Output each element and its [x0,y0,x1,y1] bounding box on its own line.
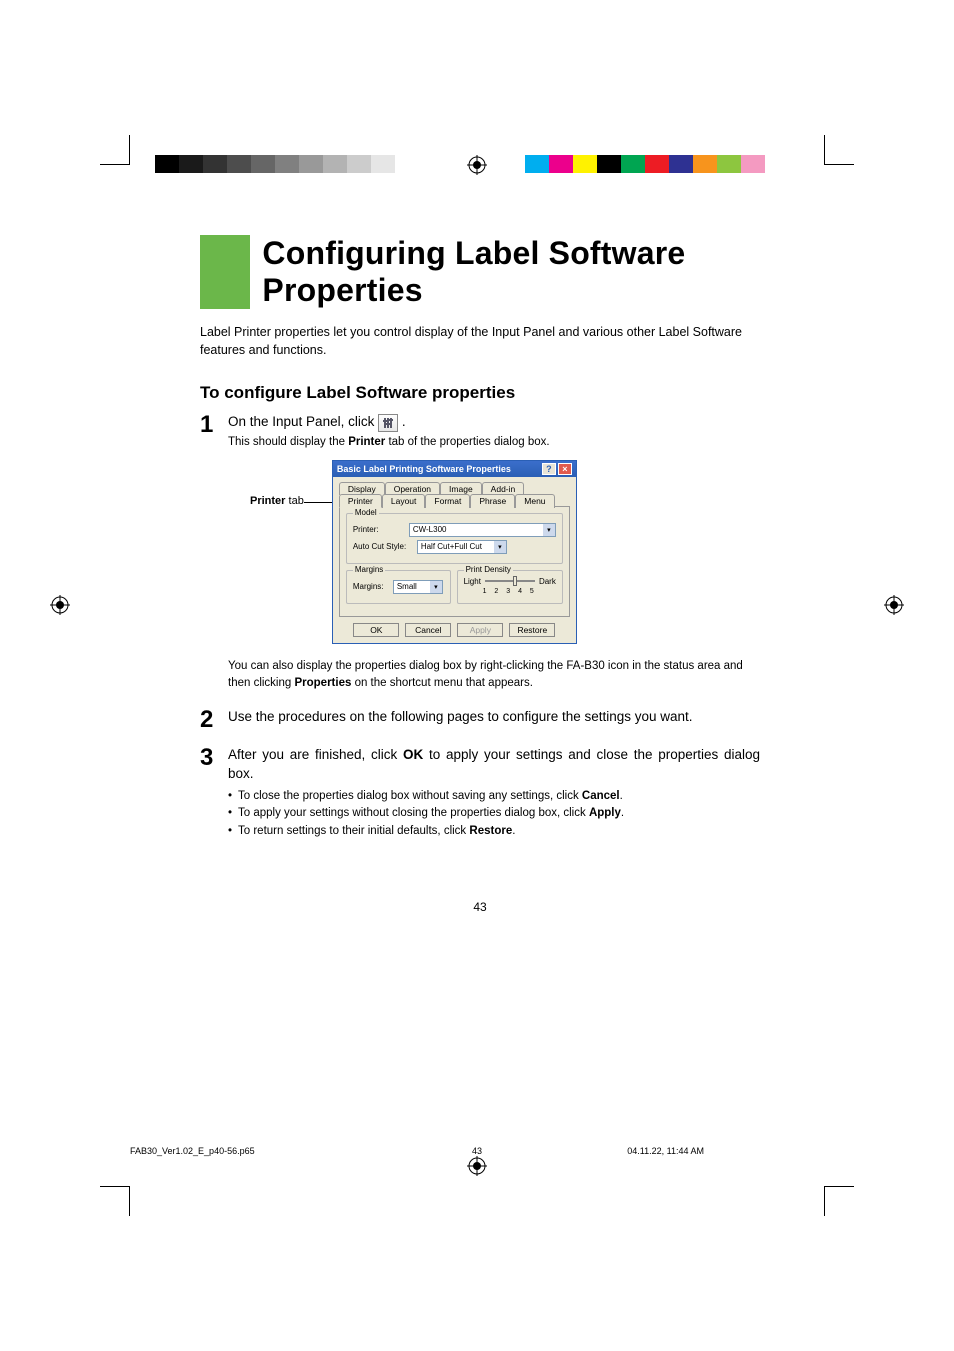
crop-mark [824,1186,854,1216]
apply-button[interactable]: Apply [457,623,503,637]
slider-ticks: 1 2 3 4 5 [464,588,556,595]
step-2: 2 Use the procedures on the following pa… [200,708,760,732]
settings-icon [378,414,398,432]
slider-label-light: Light [464,577,481,586]
select-autocut[interactable]: Half Cut+Full Cut ▾ [417,540,507,554]
callout-line [304,502,332,503]
intro-paragraph: Label Printer properties let you control… [200,323,760,359]
tab-display[interactable]: Display [339,482,385,495]
chevron-down-icon: ▾ [494,541,506,553]
step-text-part: On the Input Panel, click [228,414,378,429]
page-title: Configuring Label Software Properties [262,235,760,309]
text: tab [285,495,303,507]
step-text: Use the procedures on the following page… [228,708,693,732]
bullet-item: To apply your settings without closing t… [228,805,760,822]
step-number: 1 [200,413,228,450]
restore-button[interactable]: Restore [509,623,555,637]
crop-mark [100,135,130,165]
label-margins: Margins: [353,582,389,591]
tab-layout[interactable]: Layout [382,494,426,508]
group-model: Model Printer: CW-L300 ▾ Auto Cut Style: [346,513,563,564]
chevron-down-icon: ▾ [543,524,555,536]
dialog-callout: Printer tab Basic Label Printing Softwar… [250,460,760,644]
registration-mark [884,595,904,615]
tab-phrase[interactable]: Phrase [470,494,515,508]
text: This should display the [228,436,348,448]
tab-operation[interactable]: Operation [385,482,440,495]
step-text-part: . [402,414,406,429]
callout-label: Printer tab [250,495,304,507]
footer-filename: FAB30_Ver1.02_E_p40-56.p65 [130,1146,359,1156]
text: on the shortcut menu that appears. [351,677,533,689]
footer-timestamp: 04.11.22, 11:44 AM [595,1146,824,1156]
title-accent-bar [200,235,250,309]
step-3: 3 After you are finished, click OK to ap… [200,746,760,840]
bullet-item: To close the properties dialog box witho… [228,788,760,805]
group-density: Print Density Light Dark 1 2 3 4 5 [457,570,563,604]
section-heading: To configure Label Software properties [200,383,760,403]
text-bold: OK [403,747,423,762]
properties-dialog: Basic Label Printing Software Properties… [332,460,577,644]
tab-format[interactable]: Format [425,494,470,508]
crop-mark [824,135,854,165]
registration-mark [50,595,70,615]
step-number: 3 [200,746,228,840]
step-bullets: To close the properties dialog box witho… [228,788,760,840]
group-title: Margins [353,565,385,574]
tab-menu[interactable]: Menu [515,494,554,508]
tab-image[interactable]: Image [440,482,482,495]
ok-button[interactable]: OK [353,623,399,637]
registration-mark [467,1156,487,1176]
slider-label-dark: Dark [539,577,556,586]
select-value: Small [397,582,417,591]
print-footer: FAB30_Ver1.02_E_p40-56.p65 43 04.11.22, … [130,1146,824,1156]
group-margins: Margins Margins: Small ▾ [346,570,451,604]
tab-row-front: PrinterLayoutFormatPhraseMenu [339,493,570,507]
grayscale-calibration-bar [155,155,395,173]
label-printer: Printer: [353,525,405,534]
label-autocut: Auto Cut Style: [353,542,413,551]
note-paragraph: You can also display the properties dial… [228,658,760,693]
select-margins[interactable]: Small ▾ [393,580,443,594]
select-value: Half Cut+Full Cut [421,542,482,551]
density-slider[interactable] [485,580,535,582]
page-number: 43 [200,900,760,914]
text-bold: Properties [294,677,351,689]
text: After you are finished, click [228,747,403,762]
slider-thumb[interactable] [513,576,517,586]
footer-page: 43 [362,1146,591,1156]
step-text: After you are finished, click OK to appl… [228,746,760,784]
group-title: Model [353,508,379,517]
crop-mark [100,1186,130,1216]
step-subtext: This should display the Printer tab of t… [228,434,550,450]
tab-add-in[interactable]: Add-in [482,482,525,495]
select-printer[interactable]: CW-L300 ▾ [409,523,556,537]
tab-panel-printer: Model Printer: CW-L300 ▾ Auto Cut Style: [339,506,570,617]
color-calibration-bar [525,155,765,173]
help-button[interactable]: ? [542,463,556,475]
bullet-item: To return settings to their initial defa… [228,823,760,840]
text-bold: Printer [348,436,385,448]
dialog-title-text: Basic Label Printing Software Properties [337,464,511,474]
select-value: CW-L300 [413,525,447,534]
step-1: 1 On the Input Panel, click . This shoul… [200,413,760,450]
tab-printer[interactable]: Printer [339,494,382,508]
text: tab of the properties dialog box. [385,436,549,448]
cancel-button[interactable]: Cancel [405,623,451,637]
close-button[interactable]: × [558,463,572,475]
chevron-down-icon: ▾ [430,581,442,593]
step-text: On the Input Panel, click . [228,413,550,432]
text-bold: Printer [250,495,285,507]
dialog-titlebar: Basic Label Printing Software Properties… [333,461,576,477]
group-title: Print Density [464,565,513,574]
page-content: Configuring Label Software Properties La… [200,195,760,914]
step-number: 2 [200,708,228,732]
registration-mark [467,155,487,175]
